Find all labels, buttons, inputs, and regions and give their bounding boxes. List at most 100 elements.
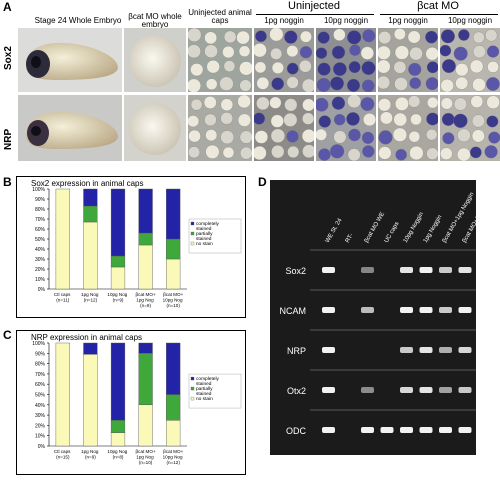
panel-c-label: C (3, 328, 12, 342)
gel-band (361, 307, 374, 313)
animal-cap (330, 76, 344, 91)
y-tick-label: 60% (35, 227, 46, 233)
row-label-sox2: Sox2 (3, 46, 14, 70)
col-header-bcat-1pg-noggin: 1pg noggin (388, 16, 428, 25)
bar-segment (166, 342, 181, 395)
animal-cap (316, 128, 327, 141)
legend-swatch (190, 221, 195, 226)
bar-segment (166, 188, 181, 240)
image-nrp-10pg-noggin (316, 95, 376, 161)
animal-cap (205, 144, 220, 159)
chart-sox2: Sox2 expression in animal caps 0% 10% 20% 3… (16, 176, 246, 318)
animal-cap (393, 28, 406, 40)
bar-segment (55, 188, 70, 290)
bar-segment (110, 266, 126, 290)
animal-cap (302, 112, 314, 125)
bar-segment (110, 255, 126, 268)
image-sox2-whole-embryo (18, 28, 122, 92)
gel-band (419, 427, 433, 433)
legend-label: completely stained (196, 221, 220, 232)
animal-cap (471, 114, 485, 128)
animal-cap (239, 130, 252, 144)
animal-cap (256, 76, 270, 90)
gene-label: Otx2 (287, 386, 306, 396)
y-tick-label: 30% (35, 413, 46, 419)
panel-d-label: D (258, 175, 267, 189)
legend-label: partially stained (196, 386, 213, 397)
bar-segment (55, 342, 70, 447)
animal-cap (301, 78, 314, 92)
gel-band (322, 387, 335, 393)
gel-band (419, 387, 433, 393)
animal-cap (286, 45, 299, 58)
animal-cap (237, 95, 251, 109)
animal-cap (255, 30, 267, 43)
gel-band (439, 347, 452, 353)
bar-segment (110, 188, 126, 257)
gel-band (458, 307, 472, 313)
y-tick-label: 40% (35, 247, 46, 253)
animal-cap (333, 130, 347, 144)
bar-segment (83, 342, 98, 355)
animal-cap (378, 45, 391, 60)
animal-cap (470, 95, 484, 108)
legend-swatch (190, 386, 195, 391)
image-nrp-bcat-10pg-noggin (440, 95, 500, 161)
animal-cap (360, 97, 375, 111)
animal-cap (238, 45, 251, 57)
animal-cap (236, 30, 250, 45)
animal-cap (333, 113, 346, 126)
legend-label: no stain (196, 396, 213, 402)
y-tick-label: 100% (32, 341, 45, 347)
animal-cap (426, 147, 438, 160)
animal-cap (472, 45, 486, 59)
bar-segment (138, 244, 153, 290)
animal-cap (300, 30, 312, 43)
category-label: βcat MO+ 1pg Nog (n=10) (136, 449, 156, 465)
animal-cap (453, 97, 467, 111)
group-header-bcat: βcat MO (417, 0, 459, 12)
group-header-uninjected: Uninjected (288, 0, 340, 12)
category-label: 10pg Nog (n=8) (107, 449, 128, 460)
animal-cap (488, 131, 500, 144)
col-header-bcat-we: βcat MO whole embryo (128, 12, 182, 29)
animal-cap (302, 98, 314, 112)
gel-band (361, 267, 374, 273)
bar-segment (83, 205, 98, 223)
animal-cap (361, 79, 375, 92)
y-tick-label: 20% (35, 423, 46, 429)
chart-sox2-title: Sox2 expression in animal caps (31, 179, 144, 188)
y-tick-label: 60% (35, 382, 46, 388)
animal-cap (425, 47, 438, 61)
gel-band (322, 307, 335, 313)
group-line-uninjected (256, 14, 374, 15)
y-tick-label: 80% (35, 207, 46, 213)
gel-band (458, 267, 472, 273)
animal-cap (188, 129, 201, 143)
bar-segment (110, 432, 126, 447)
animal-cap (395, 148, 407, 161)
animal-cap (426, 61, 438, 74)
y-tick-label: 10% (35, 277, 46, 283)
animal-cap (426, 112, 438, 126)
animal-cap (286, 130, 299, 143)
y-tick-label: 50% (35, 393, 46, 399)
animal-cap (270, 47, 283, 60)
y-tick-label: 0% (38, 444, 46, 450)
animal-cap (378, 31, 392, 44)
animal-cap (347, 95, 362, 109)
animal-cap (223, 60, 236, 72)
animal-cap (271, 145, 285, 159)
animal-cap (392, 127, 407, 142)
gel-band (458, 347, 472, 353)
chart-nrp-title: NRP expression in animal caps (31, 333, 143, 342)
legend-swatch (190, 376, 195, 381)
animal-cap (363, 113, 376, 127)
animal-cap (220, 98, 234, 111)
gel-band (419, 347, 433, 353)
bar-segment (110, 420, 126, 433)
bar-segment (110, 342, 126, 421)
animal-cap (316, 97, 329, 112)
y-tick-label: 100% (32, 187, 45, 193)
animal-cap (188, 78, 201, 92)
